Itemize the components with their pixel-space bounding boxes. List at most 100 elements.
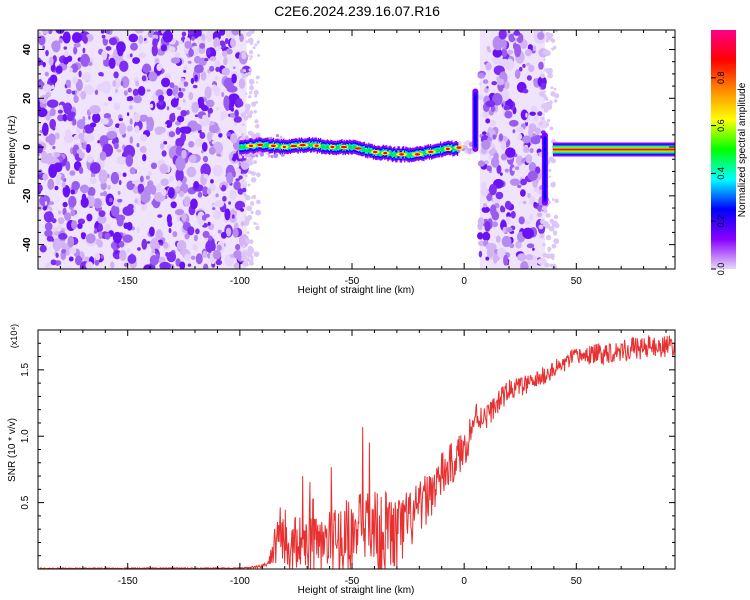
noise-blob	[205, 240, 216, 253]
noise-blob	[203, 173, 209, 179]
noise-blob	[522, 88, 529, 94]
noise-blob	[62, 201, 68, 208]
noise-blob	[67, 235, 75, 248]
noise-fringe	[248, 68, 253, 72]
noise-blob	[203, 263, 209, 269]
track-band	[267, 143, 269, 147]
noise-fringe	[248, 170, 253, 175]
colorbar-tick-label: 0.0	[716, 263, 726, 276]
spectrogram-y-label: Frequency (Hz)	[7, 116, 18, 185]
noise-fringe	[545, 98, 549, 102]
noise-blob	[181, 31, 187, 37]
colorbar-tick-label: 0.4	[716, 167, 726, 180]
x-tick-label: 0	[461, 276, 467, 287]
noise-blob	[134, 198, 138, 204]
noise-blob	[505, 227, 513, 233]
track-band	[370, 149, 372, 153]
noise-fringe	[245, 195, 251, 201]
track-band	[350, 145, 352, 149]
noise-fringe	[549, 126, 554, 131]
noise-blob	[212, 249, 222, 260]
noise-blob	[213, 60, 221, 68]
noise-blob	[188, 92, 194, 101]
noise-blob	[217, 229, 222, 234]
noise-blob	[232, 153, 237, 162]
noise-blob	[176, 180, 182, 187]
noise-blob	[515, 166, 520, 171]
noise-blob	[501, 39, 507, 50]
noise-blob	[492, 35, 504, 51]
noise-blob	[85, 233, 96, 244]
track-band	[308, 142, 311, 146]
noise-blob	[71, 63, 79, 73]
noise-blob	[70, 209, 76, 217]
noise-blob	[200, 71, 207, 81]
noise-blob	[99, 151, 107, 161]
track-band	[369, 149, 371, 153]
track-band	[379, 151, 381, 155]
noise-blob	[179, 126, 189, 134]
noise-fringe	[242, 173, 245, 176]
noise-fringe	[547, 105, 550, 108]
noise-blob	[157, 214, 163, 218]
noise-blob	[175, 156, 186, 171]
noise-blob	[516, 155, 524, 166]
noise-blob	[143, 40, 149, 45]
noise-fringe	[551, 158, 557, 164]
noise-blob	[215, 193, 219, 198]
noise-blob	[51, 84, 55, 90]
colorbar-ticks: 0.0 0.2 0.4 0.6 0.8	[711, 72, 726, 276]
noise-blob	[228, 201, 232, 205]
noise-blob	[64, 188, 69, 193]
noise-blob	[154, 126, 166, 134]
noise-blob	[184, 232, 190, 240]
noise-blob	[529, 148, 534, 154]
noise-blob	[106, 130, 118, 139]
noise-blob	[188, 140, 195, 148]
noise-blob	[40, 155, 52, 164]
snr-x-axis: -150 -100 -50 0 50	[37, 330, 667, 587]
noise-fringe	[243, 185, 246, 188]
noise-blob	[49, 111, 53, 117]
noise-fringe	[551, 198, 555, 201]
noise-blob	[191, 101, 200, 113]
noise-blob	[139, 134, 148, 142]
noise-blob	[50, 259, 57, 266]
noise-fringe	[539, 91, 545, 97]
noise-fringe	[548, 70, 553, 75]
noise-blob	[194, 74, 198, 82]
noise-fringe	[247, 37, 254, 44]
track-band	[336, 145, 339, 149]
noise-blob	[68, 256, 74, 262]
noise-blob	[485, 118, 491, 124]
noise-fringe	[248, 260, 254, 266]
noise-fringe	[253, 160, 257, 165]
noise-fringe	[245, 92, 248, 95]
noise-blob	[42, 45, 46, 50]
noise-blob	[206, 131, 213, 142]
noise-blob	[64, 51, 69, 58]
noise-blob	[210, 179, 214, 184]
noise-blob	[239, 33, 244, 42]
noise-fringe	[247, 54, 250, 57]
noise-blob	[200, 104, 209, 112]
noise-blob	[149, 255, 159, 266]
noise-fringe	[256, 40, 260, 44]
noise-blob	[132, 88, 139, 97]
noise-fringe	[550, 86, 554, 90]
noise-blob	[233, 180, 241, 191]
track-band	[312, 142, 314, 146]
noise-fringe	[250, 210, 254, 215]
noise-blob	[237, 171, 240, 177]
track-band	[351, 146, 353, 150]
x-tick-label: 0	[461, 576, 467, 587]
noise-blob	[89, 105, 101, 115]
noise-blob	[508, 119, 519, 127]
noise-blob	[128, 105, 133, 110]
noise-blob	[522, 200, 527, 205]
noise-fringe	[250, 84, 253, 87]
noise-blob	[45, 91, 52, 98]
noise-blob	[116, 156, 128, 165]
noise-fringe	[242, 260, 249, 267]
noise-blob	[71, 180, 80, 191]
